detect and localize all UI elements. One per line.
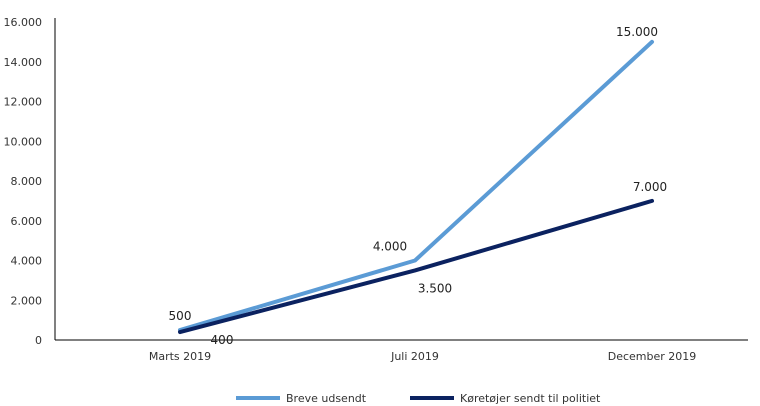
y-tick-label: 10.000 — [4, 135, 43, 148]
y-tick-label: 2.000 — [11, 294, 43, 307]
data-label: 500 — [169, 309, 192, 323]
data-label: 15.000 — [616, 25, 658, 39]
data-label: 4.000 — [373, 240, 407, 254]
legend-label: Breve udsendt — [286, 392, 367, 405]
data-labels: 500 4.000 15.000 400 3.500 7.000 — [169, 25, 668, 347]
y-tick-label: 16.000 — [4, 16, 43, 29]
series-lines — [178, 39, 654, 335]
y-tick-label: 4.000 — [11, 255, 43, 268]
x-tick-label: Juli 2019 — [390, 350, 439, 363]
y-tick-label: 8.000 — [11, 175, 43, 188]
legend-label: Køretøjer sendt til politiet — [460, 392, 601, 405]
data-label: 7.000 — [633, 180, 667, 194]
x-axis: Marts 2019 Juli 2019 December 2019 — [55, 339, 748, 363]
data-label: 3.500 — [418, 281, 452, 295]
y-tick-label: 6.000 — [11, 215, 43, 228]
x-tick-label: Marts 2019 — [149, 350, 211, 363]
x-tick-label: December 2019 — [608, 350, 697, 363]
series-line-1 — [178, 198, 654, 335]
y-tick-label: 12.000 — [4, 96, 43, 109]
y-tick-label: 14.000 — [4, 56, 43, 69]
y-axis: 0 2.000 4.000 6.000 8.000 10.000 12.000 14.000 1… — [4, 16, 56, 347]
series-line-0 — [178, 39, 654, 333]
legend: Breve udsendt Køretøjer sendt til politie… — [236, 392, 601, 405]
data-label: 400 — [211, 333, 234, 347]
y-tick-label: 0 — [35, 334, 42, 347]
